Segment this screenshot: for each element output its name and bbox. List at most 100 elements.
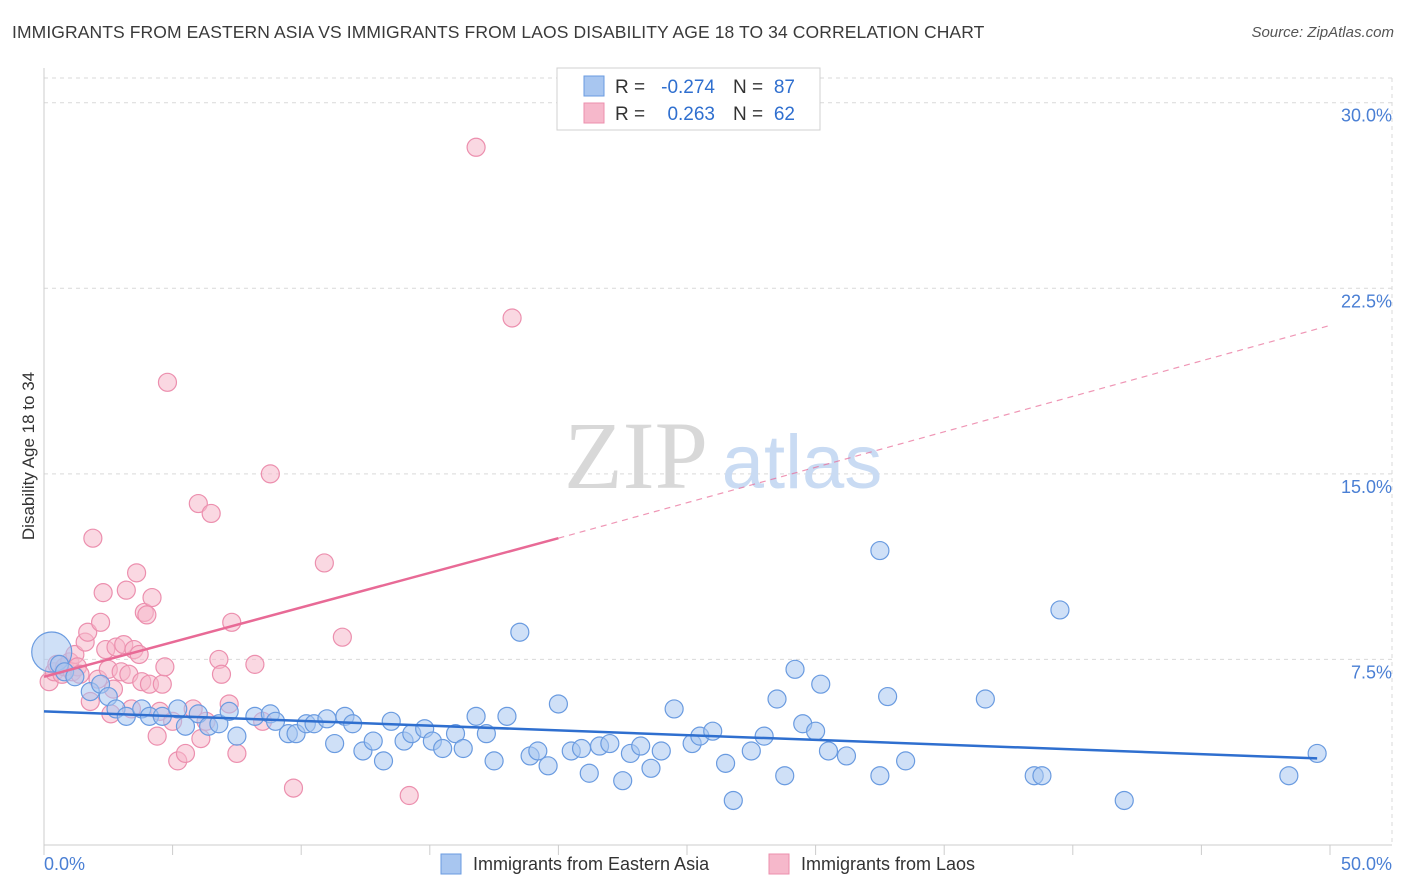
point-laos [188, 493, 208, 514]
point-laos [142, 587, 162, 608]
legend-n-label: N = [733, 104, 763, 125]
point-eastern-asia [723, 790, 743, 811]
point-eastern-asia [1032, 766, 1052, 786]
point-eastern-asia [571, 738, 592, 759]
point-eastern-asia [548, 694, 569, 714]
point-eastern-asia [785, 659, 805, 679]
x-tick-label: 50.0% [1341, 854, 1392, 874]
trend-line-laos [43, 536, 559, 678]
point-eastern-asia [484, 751, 504, 771]
point-eastern-asia [433, 738, 453, 759]
axes [43, 68, 1392, 855]
point-eastern-asia [975, 689, 995, 709]
point-laos [155, 657, 175, 677]
series-legend-label-laos: Immigrants from Laos [801, 854, 975, 874]
y-tick-label: 30.0% [1341, 106, 1392, 126]
point-eastern-asia [227, 726, 247, 746]
point-eastern-asia [510, 622, 530, 642]
point-eastern-asia [381, 711, 401, 731]
point-laos [245, 654, 265, 674]
watermark-atlas: atlas [722, 420, 883, 505]
point-eastern-asia [775, 766, 795, 786]
point-eastern-asia [1307, 743, 1327, 764]
point-eastern-asia [363, 731, 383, 751]
point-eastern-asia [811, 674, 831, 694]
point-eastern-asia [870, 540, 890, 561]
point-laos [78, 622, 98, 642]
point-laos [116, 580, 136, 600]
watermark-zip: ZIP [564, 402, 708, 509]
point-eastern-asia [538, 756, 558, 776]
stats-legend: R = -0.274 N = 87 R = 0.263 N = 62 [556, 67, 821, 131]
point-eastern-asia [1050, 600, 1070, 620]
point-laos [211, 664, 232, 684]
point-eastern-asia [715, 753, 736, 773]
point-laos [147, 726, 167, 746]
point-laos [152, 674, 172, 694]
point-eastern-asia [870, 766, 890, 786]
legend-n-label: N = [733, 77, 763, 98]
point-eastern-asia [741, 741, 761, 761]
legend-r-value: -0.274 [661, 77, 715, 98]
trend-line-eastern-asia [43, 710, 1318, 760]
legend-n-value: 87 [774, 77, 795, 98]
x-tick-label: 0.0% [44, 854, 85, 874]
point-eastern-asia [445, 724, 466, 744]
point-laos [227, 743, 247, 764]
point-eastern-asia [1114, 790, 1134, 811]
point-laos [332, 627, 352, 647]
point-laos [83, 528, 103, 548]
point-eastern-asia [476, 724, 496, 744]
point-eastern-asia [878, 686, 898, 707]
point-eastern-asia [497, 706, 517, 726]
tick-labels: 7.5% 15.0% 22.5% 30.0% 0.0% 50.0% [44, 106, 1392, 874]
legend-swatch-pink [583, 102, 605, 124]
y-tick-label: 22.5% [1341, 291, 1392, 311]
legend-n-value: 62 [774, 104, 795, 125]
point-laos [314, 553, 334, 573]
y-tick-label: 15.0% [1341, 477, 1392, 497]
point-eastern-asia [317, 709, 337, 729]
point-laos [157, 372, 178, 392]
point-eastern-asia [168, 699, 188, 719]
point-eastern-asia [613, 771, 633, 791]
point-eastern-asia [805, 721, 826, 741]
legend-r-label: R = [615, 104, 645, 125]
y-axis-title: Disability Age 18 to 34 [19, 372, 38, 540]
y-tick-label: 7.5% [1351, 662, 1392, 682]
point-eastern-asia [641, 758, 661, 778]
point-laos [260, 464, 280, 484]
point-eastern-asia [466, 706, 486, 726]
point-eastern-asia [219, 701, 239, 721]
point-laos [399, 785, 419, 806]
series-eastern-asia-points [31, 540, 1327, 811]
legend-swatch-blue [583, 75, 605, 97]
trend-line-laos-extension [558, 324, 1331, 539]
point-laos [93, 583, 113, 603]
point-eastern-asia [579, 763, 599, 783]
point-laos [502, 308, 522, 328]
point-eastern-asia [528, 741, 548, 761]
point-eastern-asia [373, 751, 394, 771]
point-laos [201, 503, 221, 524]
legend-r-label: R = [615, 77, 645, 98]
legend-r-value: 0.263 [667, 104, 715, 125]
point-eastern-asia [116, 706, 136, 726]
point-eastern-asia [754, 726, 774, 746]
point-laos [90, 612, 111, 632]
point-eastern-asia [1279, 766, 1299, 786]
source-label: Source: ZipAtlas.com [1251, 24, 1394, 41]
series-legend: Immigrants from Eastern Asia Immigrants … [440, 853, 975, 875]
point-eastern-asia [325, 733, 345, 754]
series-legend-swatch-pink [768, 853, 790, 875]
trend-lines [43, 324, 1331, 760]
point-laos [175, 743, 196, 764]
watermark: ZIP atlas [564, 402, 882, 509]
point-eastern-asia [767, 689, 787, 709]
point-laos [126, 563, 147, 583]
point-eastern-asia [453, 738, 473, 759]
point-eastern-asia [600, 733, 620, 754]
series-legend-label-eastern-asia: Immigrants from Eastern Asia [473, 854, 710, 874]
series-legend-swatch-blue [440, 853, 462, 875]
